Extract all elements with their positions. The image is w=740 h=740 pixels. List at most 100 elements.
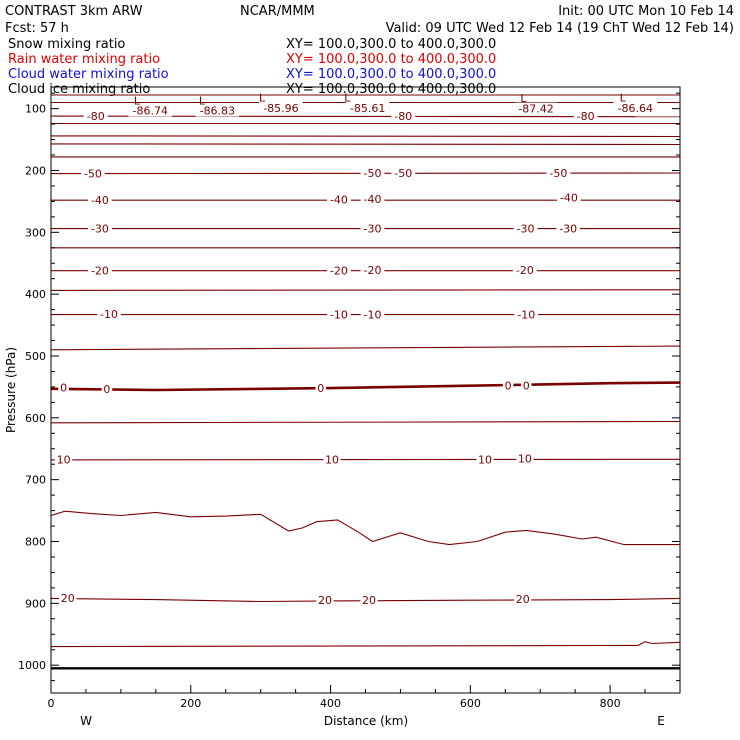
contour-label: -40 (364, 193, 382, 206)
contour-label-bg (101, 382, 113, 395)
contour-label: 20 (362, 594, 376, 607)
contour-label-bg (391, 166, 416, 179)
contour-label: -85.96 (263, 102, 298, 115)
y-tick-label: 600 (25, 412, 46, 425)
field-snow-xy: XY= 100.0,300.0 to 400.0,300.0 (286, 37, 496, 52)
field-cloud-water-name: Cloud water mixing ratio (8, 67, 169, 82)
contour-label-bg (613, 102, 658, 115)
contour-line--80-4 (50, 135, 681, 138)
contour-label: 10 (57, 453, 71, 466)
contour-label-bg (88, 264, 112, 277)
contour-label-bg (327, 264, 351, 277)
contour-line--5-14 (50, 345, 681, 351)
contour-label: 0 (505, 380, 512, 393)
contour-label: -50 (549, 167, 567, 180)
contour-line-0-15 (50, 381, 681, 392)
field-snow-name: Snow mixing ratio (8, 37, 125, 52)
contour-label-bg (316, 594, 334, 607)
contour-label: -85.61 (350, 102, 385, 115)
x-axis-label: Distance (km) (324, 714, 408, 728)
contour-label-bg (360, 166, 385, 179)
contour-line-5-16 (50, 420, 681, 424)
contour-label-bg (513, 222, 538, 235)
contour-label-bg (520, 379, 532, 392)
contour-label-bg (360, 594, 378, 607)
forecast-hour: Fcst: 57 h (5, 21, 69, 36)
plot-area: -86.74 -86.83 -85.96 -85.61 -87.42 -86.64 -80 -… (18, 86, 681, 710)
valid-time: Valid: 09 UTC Wed 12 Feb 14 (19 ChT Wed … (386, 21, 734, 36)
contour-labels: -86.74 -86.83 -85.96 -85.61 -87.42 -86.64 -80 -… (54, 102, 658, 607)
contour-label-bg (514, 102, 558, 115)
init-time: Init: 00 UTC Mon 10 Feb 14 (558, 4, 734, 19)
contour-label: -50 (364, 167, 382, 180)
contour-label: -10 (517, 309, 535, 322)
contour-label-bg (391, 110, 416, 123)
x-tick-label: 400 (320, 697, 341, 710)
contour-label-bg (54, 453, 73, 466)
y-tick-label: 400 (25, 288, 46, 301)
contour-label: 10 (325, 453, 339, 466)
y-tick-label: 700 (25, 474, 46, 487)
contour-label: -10 (100, 308, 118, 321)
contour-label: -20 (364, 264, 382, 277)
contour-label: 20 (318, 594, 332, 607)
x-axis-ticks: 0 200 400 600 800 (48, 685, 681, 710)
contour-line--80-5 (50, 143, 681, 146)
contour-label-bg (88, 222, 112, 235)
x-tick-label: 200 (180, 697, 201, 710)
contour-label-bg (58, 381, 69, 394)
contour-line-10-17 (50, 458, 681, 461)
x-tick-label: 800 (600, 697, 621, 710)
contour-label: 0 (103, 383, 110, 396)
contour-label-bg (360, 222, 385, 235)
low-marker: L (259, 92, 266, 105)
y-tick-label: 100 (25, 103, 46, 116)
contour-label-bg (81, 167, 105, 180)
contour-label: -30 (364, 223, 382, 236)
contour-label: -50 (394, 167, 412, 180)
contour-label: -30 (91, 223, 109, 236)
contour-label-bg (573, 110, 598, 123)
contour-label-bg (360, 308, 385, 321)
contour-label: 10 (478, 453, 492, 466)
field-cloud-water-xy: XY= 100.0,300.0 to 400.0,300.0 (286, 67, 496, 82)
contour-label: 0 (60, 382, 67, 395)
field-legend: Snow mixing ratio XY= 100.0,300.0 to 400… (8, 37, 496, 97)
contour-label: -80 (577, 110, 595, 123)
contour-label: -20 (330, 265, 348, 278)
contour-label-bg (195, 104, 240, 117)
contour-label: 20 (516, 593, 530, 606)
contour-line--20-12 (50, 289, 681, 291)
low-marker: L (620, 92, 627, 105)
model-title: CONTRAST 3km ARW (5, 4, 143, 19)
contour-label-bg (556, 191, 581, 204)
contour-label-bg (345, 102, 390, 115)
contour-label-bg (88, 194, 112, 207)
contour-line-15-18 (50, 510, 680, 546)
y-tick-label: 1000 (18, 659, 46, 672)
contour-label-bg (259, 102, 303, 115)
contour-label: -20 (516, 264, 534, 277)
contour-label-bg (97, 307, 121, 320)
contour-label: -80 (87, 110, 105, 123)
contour-label: -86.64 (618, 102, 653, 115)
y-axis-label: Pressure (hPa) (4, 347, 18, 433)
contour-label: -40 (330, 194, 348, 207)
contour-label-bg (476, 453, 494, 466)
contour-label-bg (514, 308, 539, 321)
contour-label-bg (556, 222, 581, 235)
contour-label: -30 (559, 223, 577, 236)
contour-label-bg (516, 452, 534, 465)
contour-label-bg (59, 591, 77, 604)
contour-label-bg (323, 453, 341, 466)
contour-label: 20 (61, 592, 75, 605)
center-title: NCAR/MMM (240, 4, 315, 19)
contour-label-bg (327, 193, 351, 206)
contour-label: -40 (91, 194, 109, 207)
y-tick-label: 900 (25, 597, 46, 610)
y-tick-label: 300 (25, 226, 46, 239)
contour-label: -86.74 (133, 104, 168, 117)
y-tick-label: 500 (25, 350, 46, 363)
